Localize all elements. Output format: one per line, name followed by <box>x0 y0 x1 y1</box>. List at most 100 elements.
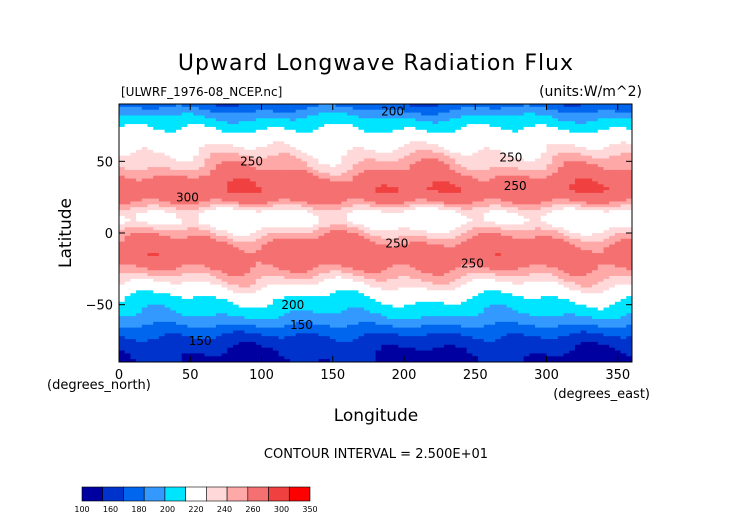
heatmap-cell <box>341 175 348 179</box>
heatmap-cell <box>158 253 165 257</box>
heatmap-cell <box>238 224 245 228</box>
heatmap-cell <box>318 155 325 159</box>
heatmap-cell <box>329 258 336 263</box>
heatmap-cell <box>409 104 416 108</box>
heatmap-cell <box>284 135 291 139</box>
heatmap-cell <box>540 215 547 220</box>
heatmap-cell <box>136 132 143 136</box>
heatmap-cell <box>563 167 570 171</box>
heatmap-cell <box>267 172 274 177</box>
heatmap-cell <box>575 175 582 179</box>
heatmap-cell <box>529 175 536 179</box>
heatmap-cell <box>130 149 137 154</box>
heatmap-cell <box>432 195 439 199</box>
heatmap-cell <box>364 167 371 171</box>
heatmap-cell <box>153 215 160 220</box>
heatmap-cell <box>426 187 433 191</box>
heatmap-cell <box>147 109 154 113</box>
heatmap-cell <box>278 187 285 191</box>
heatmap-cell <box>614 250 621 254</box>
heatmap-cell <box>472 161 479 165</box>
heatmap-cell <box>592 224 599 228</box>
heatmap-cell <box>535 109 542 113</box>
heatmap-cell <box>552 235 559 240</box>
heatmap-cell <box>318 218 325 222</box>
heatmap-cell <box>540 147 547 151</box>
heatmap-cell <box>341 169 348 174</box>
heatmap-cell <box>181 167 188 171</box>
heatmap-cell <box>552 129 559 134</box>
heatmap-cell <box>472 141 479 145</box>
heatmap-cell <box>392 178 399 182</box>
heatmap-cell <box>489 201 496 205</box>
heatmap-cell <box>187 164 194 168</box>
heatmap-cell <box>221 204 228 208</box>
heatmap-cell <box>426 104 433 108</box>
heatmap-cell <box>369 129 376 134</box>
heatmap-cell <box>535 207 542 211</box>
heatmap-cell <box>375 144 382 148</box>
heatmap-cell <box>238 215 245 220</box>
heatmap-cell <box>478 175 485 179</box>
heatmap-cell <box>255 175 262 179</box>
heatmap-cell <box>381 224 388 228</box>
heatmap-cell <box>535 104 542 108</box>
heatmap-cell <box>284 204 291 208</box>
heatmap-cell <box>506 112 513 116</box>
heatmap-cell <box>529 155 536 159</box>
heatmap-cell <box>443 204 450 208</box>
heatmap-cell <box>255 149 262 154</box>
heatmap-cell <box>592 147 599 151</box>
heatmap-cell <box>130 147 137 151</box>
heatmap-cell <box>358 106 365 111</box>
heatmap-cell <box>358 235 365 240</box>
heatmap-cell <box>364 253 371 257</box>
heatmap-cell <box>597 167 604 171</box>
heatmap-cell <box>546 132 553 136</box>
heatmap-cell <box>500 215 507 220</box>
heatmap-cell <box>523 218 530 222</box>
heatmap-cell <box>506 135 513 139</box>
heatmap-cell <box>415 218 422 222</box>
heatmap-cell <box>238 178 245 182</box>
heatmap-cell <box>386 224 393 228</box>
heatmap-cell <box>432 169 439 174</box>
heatmap-cell <box>409 118 416 122</box>
heatmap-cell <box>552 250 559 254</box>
heatmap-cell <box>215 247 222 251</box>
heatmap-cell <box>164 155 171 159</box>
heatmap-cell <box>369 184 376 188</box>
heatmap-cell <box>620 112 627 116</box>
heatmap-cell <box>563 227 570 231</box>
heatmap-cell <box>466 124 473 128</box>
heatmap-cell <box>176 109 183 113</box>
heatmap-cell <box>575 187 582 191</box>
heatmap-cell <box>176 190 183 194</box>
heatmap-cell <box>233 210 240 214</box>
heatmap-cell <box>478 129 485 134</box>
heatmap-cell <box>341 201 348 205</box>
heatmap-cell <box>386 115 393 119</box>
heatmap-cell <box>136 238 143 242</box>
heatmap-cell <box>500 258 507 263</box>
heatmap-cell <box>421 149 428 154</box>
heatmap-cell <box>364 175 371 179</box>
heatmap-cell <box>124 238 131 242</box>
heatmap-cell <box>443 215 450 220</box>
heatmap-cell <box>261 178 268 182</box>
heatmap-cell <box>461 253 468 257</box>
heatmap-cell <box>295 212 302 217</box>
heatmap-cell <box>255 215 262 220</box>
heatmap-cell <box>552 118 559 122</box>
heatmap-cell <box>181 164 188 168</box>
heatmap-cell <box>421 147 428 151</box>
heatmap-cell <box>164 195 171 199</box>
heatmap-cell <box>301 215 308 220</box>
heatmap-cell <box>483 221 490 225</box>
heatmap-cell <box>438 124 445 128</box>
heatmap-cell <box>483 158 490 162</box>
heatmap-cell <box>586 218 593 222</box>
heatmap-cell <box>569 115 576 119</box>
heatmap-cell <box>221 172 228 177</box>
heatmap-cell <box>136 112 143 116</box>
